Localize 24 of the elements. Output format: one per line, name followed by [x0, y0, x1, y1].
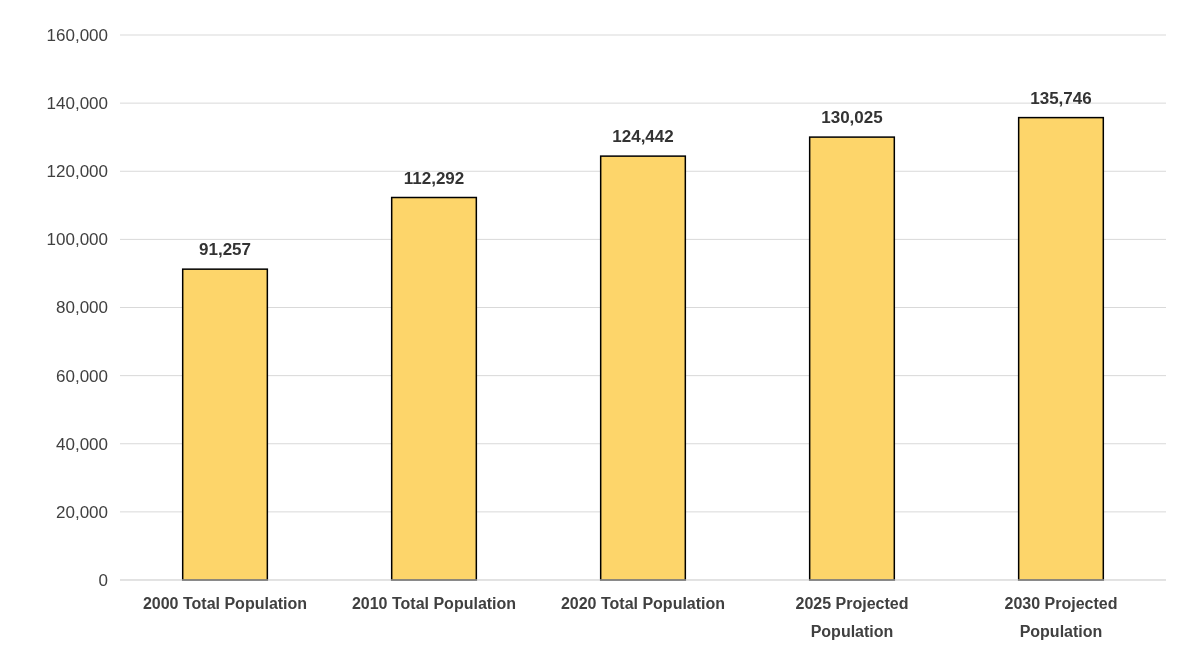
- y-tick-label: 20,000: [56, 502, 108, 522]
- bar: [599, 155, 687, 581]
- y-tick-label: 140,000: [46, 94, 108, 114]
- data-label: 135,746: [1030, 88, 1092, 108]
- data-label: 124,442: [612, 127, 674, 147]
- y-tick-label: 100,000: [46, 230, 108, 250]
- data-label: 91,257: [199, 240, 252, 260]
- bar: [1017, 116, 1105, 581]
- x-tick-label: 2025 Projected Population: [795, 595, 909, 640]
- x-tick-label: 2010 Total Population: [351, 595, 517, 612]
- y-tick-label: 40,000: [56, 434, 108, 454]
- x-tick-label: 2020 Total Population: [560, 595, 726, 612]
- bar: [390, 196, 478, 581]
- y-tick-label: 0: [98, 570, 108, 590]
- bar: [181, 268, 269, 581]
- data-label: 112,292: [403, 168, 465, 188]
- y-tick-label: 160,000: [46, 25, 108, 45]
- x-tick-label: 2000 Total Population: [142, 595, 308, 612]
- bar: [808, 136, 896, 581]
- data-label: 130,025: [821, 108, 883, 128]
- y-tick-label: 80,000: [56, 298, 108, 318]
- y-tick-label: 60,000: [56, 366, 108, 386]
- y-tick-label: 120,000: [46, 162, 108, 182]
- x-tick-label: 2030 Projected Population: [1004, 595, 1118, 640]
